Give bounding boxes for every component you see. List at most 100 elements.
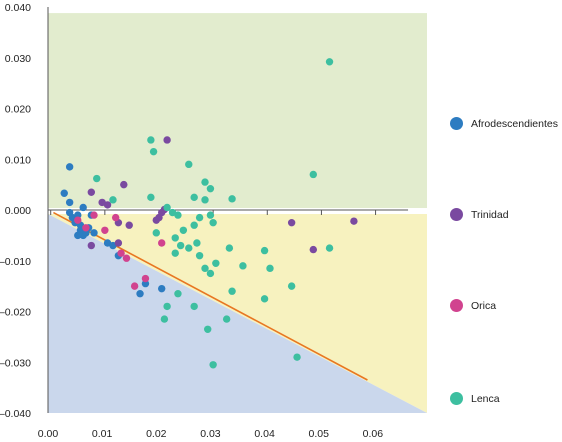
data-point-orica <box>122 254 131 262</box>
data-point-lenca <box>152 229 160 237</box>
data-point-lenca <box>171 249 179 257</box>
data-point-lenca <box>185 160 193 169</box>
y-tick-label: –0.040 <box>0 408 31 420</box>
data-point-lenca <box>228 287 236 295</box>
data-point-afrodescendientes <box>60 189 68 197</box>
data-point-lenca <box>195 251 204 260</box>
data-point-lenca <box>190 302 198 311</box>
x-tick-labels: 0.00 0.01 0.02 0.03 0.04 0.05 0.06 <box>38 428 383 440</box>
data-point-lenca <box>206 184 215 193</box>
data-points <box>60 58 358 369</box>
data-point-lenca <box>163 203 171 212</box>
data-point-orica <box>74 216 82 224</box>
x-tick-label: 0.03 <box>200 428 221 440</box>
data-point-lenca <box>287 282 296 290</box>
legend-label: Trinidad <box>471 208 509 221</box>
legend-label: Lenca <box>471 392 500 405</box>
data-point-lenca <box>163 302 171 311</box>
legend-item-afrodescendientes: Afrodescendientes <box>450 117 558 130</box>
data-point-lenca <box>201 196 209 204</box>
data-point-lenca <box>201 264 209 273</box>
legend-label: Afrodescendientes <box>471 117 558 130</box>
data-point-lenca <box>325 244 334 252</box>
data-point-orica <box>101 226 109 234</box>
data-point-lenca <box>185 244 193 252</box>
legend-label: Orica <box>471 299 497 312</box>
data-point-afrodescendientes <box>74 211 82 219</box>
y-tick-label: 0.010 <box>5 154 31 166</box>
data-point-trinidad <box>87 188 96 196</box>
y-tick-label: 0.000 <box>5 205 31 217</box>
data-point-lenca <box>209 218 217 227</box>
data-point-lenca <box>201 178 209 186</box>
legend-swatch <box>450 392 463 405</box>
data-point-afrodescendientes <box>65 163 74 171</box>
data-point-afrodescendientes <box>158 284 166 293</box>
data-point-trinidad <box>350 217 358 225</box>
data-point-lenca <box>174 290 182 298</box>
x-tick-label: 0.00 <box>38 428 59 440</box>
data-point-lenca <box>190 193 198 202</box>
x-tick-label: 0.01 <box>92 428 113 440</box>
x-tick-label: 0.02 <box>146 428 167 440</box>
data-point-trinidad <box>103 201 112 209</box>
legend-swatch <box>450 117 463 130</box>
data-point-lenca <box>260 246 269 255</box>
data-point-lenca <box>147 136 155 144</box>
data-point-afrodescendientes <box>79 203 87 212</box>
data-point-lenca <box>222 315 231 323</box>
data-point-lenca <box>209 361 217 369</box>
data-point-trinidad <box>309 245 317 254</box>
y-tick-labels: 0.040 0.030 0.020 0.010 0.000 –0.010 –0.020 –0.… <box>0 2 31 420</box>
data-point-orica <box>130 282 139 290</box>
y-tick-label: –0.020 <box>0 307 31 319</box>
data-point-lenca <box>260 295 269 303</box>
legend-item-lenca: Lenca <box>450 392 500 405</box>
data-point-lenca <box>193 239 201 247</box>
y-tick-label: 0.020 <box>5 104 31 116</box>
data-point-lenca <box>293 353 301 361</box>
legend-swatch <box>450 208 463 221</box>
data-point-lenca <box>147 193 155 202</box>
data-point-lenca <box>266 264 274 273</box>
data-point-lenca <box>149 147 158 156</box>
data-point-lenca <box>174 211 182 219</box>
y-tick-label: 0.040 <box>5 2 31 14</box>
data-point-lenca <box>225 244 234 252</box>
data-point-lenca <box>309 170 317 179</box>
data-point-afrodescendientes <box>136 290 144 298</box>
x-tick-label: 0.04 <box>254 428 275 440</box>
data-point-trinidad <box>287 218 296 227</box>
data-point-trinidad <box>120 180 128 189</box>
data-point-orica <box>90 211 98 219</box>
data-point-orica <box>141 274 150 283</box>
y-tick-label: –0.010 <box>0 256 31 268</box>
data-point-lenca <box>206 269 215 278</box>
data-point-lenca <box>176 241 185 250</box>
data-point-afrodescendientes <box>90 229 98 237</box>
data-point-trinidad <box>163 136 171 144</box>
data-point-afrodescendientes <box>141 279 150 288</box>
data-point-orica <box>117 249 125 257</box>
data-point-lenca <box>212 259 220 267</box>
data-point-lenca <box>204 325 212 333</box>
data-point-lenca <box>160 315 169 323</box>
legend-swatch <box>450 299 463 312</box>
background-regions <box>48 13 427 413</box>
y-tick-label: 0.030 <box>5 53 31 65</box>
data-point-lenca <box>190 221 198 229</box>
data-point-trinidad <box>125 221 133 229</box>
data-point-lenca <box>239 262 247 270</box>
data-point-lenca <box>93 174 101 183</box>
data-point-lenca <box>206 211 215 219</box>
data-point-orica <box>158 239 166 247</box>
data-point-lenca <box>171 234 179 242</box>
data-point-lenca <box>179 226 188 234</box>
region-lower-left <box>48 214 427 413</box>
x-tick-label: 0.06 <box>363 428 384 440</box>
legend-item-trinidad: Trinidad <box>450 208 509 221</box>
data-point-lenca <box>228 195 236 203</box>
data-point-orica <box>111 213 120 222</box>
data-point-orica <box>82 224 90 232</box>
x-tick-label: 0.05 <box>308 428 329 440</box>
